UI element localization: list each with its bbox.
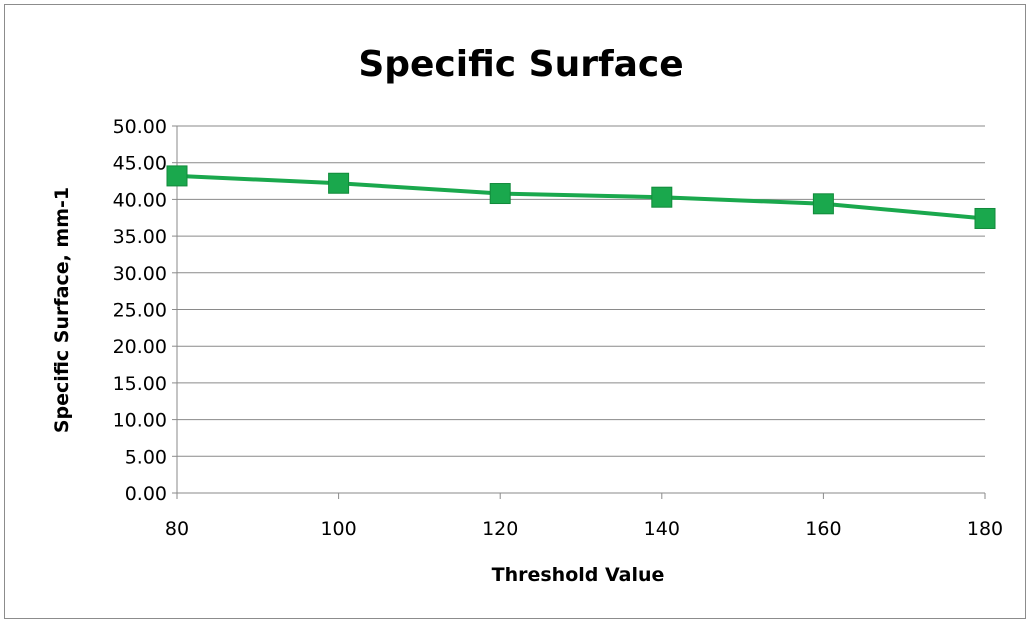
chart-frame xyxy=(4,4,1026,619)
x-axis-label: Threshold Value xyxy=(492,564,665,586)
data-point-marker xyxy=(812,193,834,215)
y-tick-label: 15.00 xyxy=(113,373,167,395)
y-tick-label: 30.00 xyxy=(113,263,167,285)
data-point-marker xyxy=(651,186,673,208)
gridlines xyxy=(177,125,985,457)
series-layer xyxy=(166,165,996,229)
data-point-marker xyxy=(489,183,511,205)
y-tick-labels: 0.00 5.00 10.00 15.00 20.00 25.00 30.00 35.00 40… xyxy=(113,116,167,505)
x-tick-label: 180 xyxy=(967,518,1003,540)
y-tick-label: 10.00 xyxy=(113,410,167,432)
chart-title: Specific Surface xyxy=(358,44,683,85)
axes xyxy=(172,125,986,499)
y-tick-label: 25.00 xyxy=(113,300,167,322)
data-point-marker xyxy=(166,165,188,187)
x-tick-labels: 80 100 120 140 160 180 xyxy=(165,518,1003,540)
y-tick-label: 20.00 xyxy=(113,336,167,358)
y-axis-label: Specific Surface, mm-1 xyxy=(51,187,73,433)
y-tick-label: 40.00 xyxy=(113,189,167,211)
x-tick-label: 120 xyxy=(482,518,518,540)
y-tick-label: 35.00 xyxy=(113,226,167,248)
y-tick-label: 0.00 xyxy=(125,483,167,505)
y-tick-label: 5.00 xyxy=(125,446,167,468)
x-tick-label: 140 xyxy=(644,518,680,540)
x-tick-label: 80 xyxy=(165,518,189,540)
x-tick-label: 100 xyxy=(320,518,356,540)
y-tick-label: 50.00 xyxy=(113,116,167,138)
data-point-marker xyxy=(328,172,350,194)
y-tick-label: 45.00 xyxy=(113,153,167,175)
x-tick-label: 160 xyxy=(805,518,841,540)
series-line xyxy=(176,173,986,221)
data-point-marker xyxy=(974,207,996,229)
